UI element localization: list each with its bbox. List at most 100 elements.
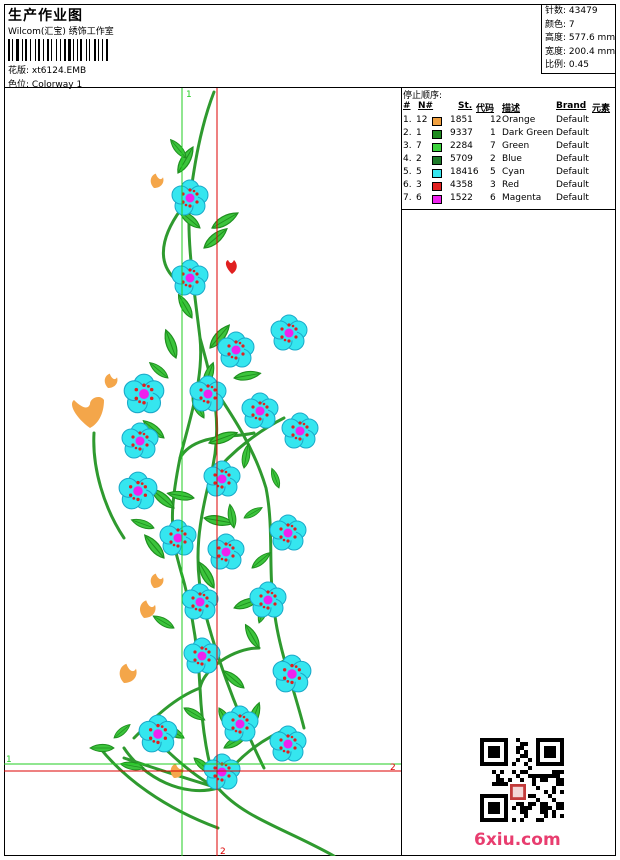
watermark-logo: 6xiu.com bbox=[474, 830, 561, 850]
row-description: Orange bbox=[502, 115, 536, 125]
row-code: 12 bbox=[490, 115, 502, 125]
row-index: 3. bbox=[403, 141, 412, 151]
barcode bbox=[8, 39, 134, 61]
row-brand: Default bbox=[556, 154, 589, 164]
row-swatch bbox=[432, 143, 442, 152]
col-stitches: St. bbox=[458, 101, 473, 111]
table-row: 5. 5 18416 5 Cyan Default bbox=[402, 167, 616, 180]
stop-sequence-table: 停止顺序: # N# St. 代码 描述 Brand 元素 1. 12 1851 12… bbox=[402, 88, 616, 210]
barcode-bar bbox=[30, 39, 31, 61]
barcode-bar bbox=[73, 39, 74, 61]
row-stitches: 4358 bbox=[450, 180, 473, 190]
barcode-bar bbox=[12, 39, 14, 61]
side-panel: 停止顺序: # N# St. 代码 描述 Brand 元素 1. 12 1851 12… bbox=[402, 88, 616, 856]
stat-colors: 颜色: 7 bbox=[545, 19, 575, 30]
barcode-bar bbox=[42, 39, 44, 61]
barcode-bar bbox=[88, 39, 90, 61]
row-code: 1 bbox=[490, 128, 496, 138]
barcode-bar bbox=[21, 39, 23, 61]
row-swatch bbox=[432, 195, 442, 204]
barcode-bar bbox=[102, 39, 104, 61]
barcode-bar bbox=[35, 39, 37, 61]
row-index: 6. bbox=[403, 180, 412, 190]
row-index: 1. bbox=[403, 115, 412, 125]
barcode-bar bbox=[85, 39, 87, 61]
row-swatch bbox=[432, 156, 442, 165]
barcode-bar bbox=[60, 39, 62, 61]
embroidery-artwork: 1 2 1 2 bbox=[4, 88, 401, 856]
row-description: Red bbox=[502, 180, 520, 190]
row-stitches: 1851 bbox=[450, 115, 473, 125]
row-stitches: 2284 bbox=[450, 141, 473, 151]
row-index: 7. bbox=[403, 193, 412, 203]
barcode-bar bbox=[98, 39, 100, 61]
stat-width: 宽度: 200.4 mm bbox=[545, 46, 616, 57]
barcode-bar bbox=[24, 39, 27, 61]
row-brand: Default bbox=[556, 141, 589, 151]
row-stitches: 9337 bbox=[450, 128, 473, 138]
row-code: 3 bbox=[490, 180, 496, 190]
row-code: 6 bbox=[490, 193, 496, 203]
row-needle: 1 bbox=[416, 128, 422, 138]
barcode-bar bbox=[46, 39, 49, 61]
row-needle: 12 bbox=[416, 115, 428, 125]
col-element: 元素 bbox=[592, 104, 611, 114]
row-code: 7 bbox=[490, 141, 496, 151]
table-row: 2. 1 9337 1 Dark Green Default bbox=[402, 128, 616, 141]
row-stitches: 18416 bbox=[450, 167, 479, 177]
row-code: 5 bbox=[490, 167, 496, 177]
row-brand: Default bbox=[556, 180, 589, 190]
colorway-value: Colorway 1 bbox=[31, 80, 83, 90]
orange-buds bbox=[71, 173, 237, 778]
row-brand: Default bbox=[556, 128, 589, 138]
col-needle: N# bbox=[418, 101, 434, 111]
stat-height: 高度: 577.6 mm bbox=[545, 33, 616, 43]
row-description: Green bbox=[502, 141, 530, 151]
row-description: Dark Green bbox=[502, 128, 554, 138]
col-code: 代码 bbox=[476, 104, 495, 114]
row-swatch bbox=[432, 182, 442, 191]
table-row: 6. 3 4358 3 Red Default bbox=[402, 180, 616, 193]
stop-sequence-title: 停止顺序: bbox=[403, 91, 443, 101]
page-title: 生产作业图 bbox=[8, 8, 83, 24]
guide-lines: 1 2 1 2 bbox=[4, 88, 401, 856]
row-description: Cyan bbox=[502, 167, 525, 177]
stat-stitches: 针数: 43479 bbox=[545, 6, 598, 16]
stat-scale: 比例: 0.45 bbox=[545, 60, 589, 70]
col-index: # bbox=[403, 101, 411, 111]
row-index: 5. bbox=[403, 167, 412, 177]
colorway: 色位: Colorway 1 bbox=[8, 77, 82, 90]
guide-label-v1: 1 bbox=[186, 90, 192, 100]
row-swatch bbox=[432, 169, 442, 178]
row-needle: 6 bbox=[416, 193, 422, 203]
design-file: 花版: xt6124.EMB bbox=[8, 63, 86, 76]
barcode-bar bbox=[105, 39, 108, 61]
row-index: 4. bbox=[403, 154, 412, 164]
guide-label-v2: 2 bbox=[220, 847, 226, 856]
design-label: 花版: bbox=[8, 66, 30, 76]
row-stitches: 1522 bbox=[450, 193, 473, 203]
barcode-bar bbox=[63, 39, 66, 61]
table-row: 4. 2 5709 2 Blue Default bbox=[402, 154, 616, 167]
colorway-label: 色位: bbox=[8, 80, 30, 90]
barcode-bar bbox=[8, 39, 10, 61]
row-needle: 7 bbox=[416, 141, 422, 151]
company-name: Wilcom(汇宝) 绣饰工作室 bbox=[8, 27, 114, 37]
barcode-bar bbox=[38, 39, 41, 61]
flowers bbox=[118, 179, 319, 790]
barcode-bar bbox=[80, 39, 83, 61]
row-swatch bbox=[432, 130, 442, 139]
row-description: Magenta bbox=[502, 193, 542, 203]
row-description: Blue bbox=[502, 154, 522, 164]
stats-panel: 针数: 43479 颜色: 7 高度: 577.6 mm 宽度: 200.4 m… bbox=[541, 4, 616, 74]
row-brand: Default bbox=[556, 167, 589, 177]
row-code: 2 bbox=[490, 154, 496, 164]
row-brand: Default bbox=[556, 193, 589, 203]
barcode-bar bbox=[94, 39, 96, 61]
table-header: # N# St. 代码 描述 Brand 元素 bbox=[402, 101, 616, 114]
row-needle: 2 bbox=[416, 154, 422, 164]
barcode-bar bbox=[67, 39, 71, 61]
row-needle: 5 bbox=[416, 167, 422, 177]
barcode-bar bbox=[56, 39, 58, 61]
table-row: 1. 12 1851 12 Orange Default bbox=[402, 115, 616, 128]
